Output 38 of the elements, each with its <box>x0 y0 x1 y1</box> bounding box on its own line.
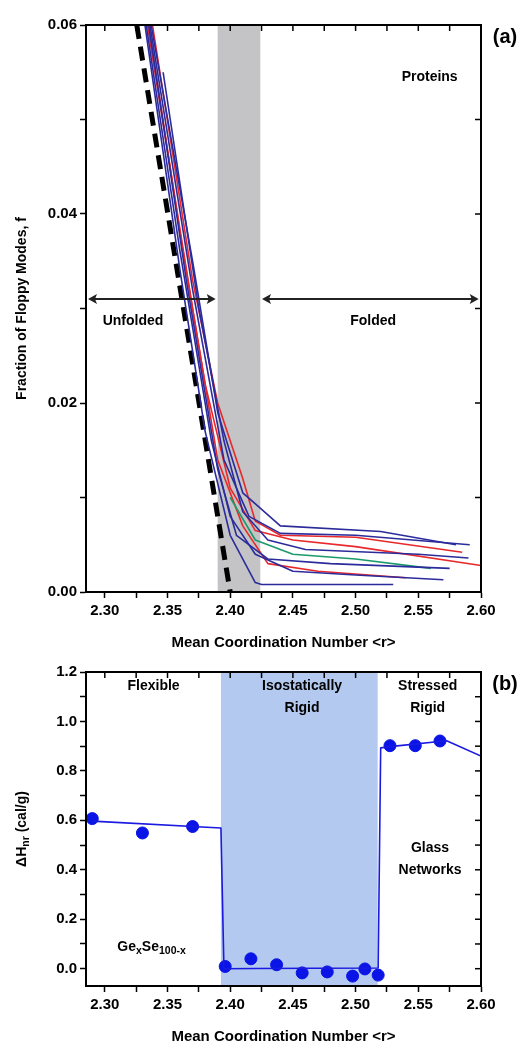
x-tick-label: 2.55 <box>403 995 433 1013</box>
x-axis-title: Mean Coordination Number <r> <box>171 633 396 651</box>
annotation: Stressed Rigid <box>398 676 458 715</box>
x-tick-label: 2.35 <box>152 601 183 619</box>
x-tick-label: 2.45 <box>278 601 308 619</box>
x-tick-label: 2.55 <box>403 601 433 619</box>
x-tick-label: 2.50 <box>341 995 371 1013</box>
y-axis-title: Fraction of Floppy Modes, f <box>12 216 29 400</box>
x-tick-label: 2.50 <box>341 601 371 619</box>
x-axis-title: Mean Coordination Number <r> <box>171 1027 396 1045</box>
y-tick-label: 0.02 <box>47 393 77 411</box>
annotation: Glass Networks <box>398 838 462 877</box>
y-tick-label: 0.4 <box>56 859 78 877</box>
y-tick-label: 0.6 <box>56 810 77 828</box>
y-tick-label: 0.04 <box>47 204 78 222</box>
annotation: Unfolded <box>102 311 164 328</box>
y-tick-label: 0.06 <box>47 15 77 33</box>
x-tick-label: 2.45 <box>278 995 308 1013</box>
x-tick-label: 2.30 <box>90 995 120 1013</box>
y-tick-label: 0.0 <box>56 958 77 976</box>
x-tick-label: 2.35 <box>152 995 183 1013</box>
x-tick-label: 2.30 <box>90 601 120 619</box>
y-tick-label: 0.2 <box>56 909 77 927</box>
x-tick-label: 2.40 <box>215 995 245 1013</box>
y-axis-title: ΔHnr (cal/g) <box>12 791 32 867</box>
annotation: Folded <box>350 311 397 328</box>
y-tick-label: 0.8 <box>56 761 77 779</box>
x-tick-label: 2.60 <box>466 995 496 1013</box>
y-tick-label: 0.00 <box>47 582 77 600</box>
text: (b) <box>492 671 518 694</box>
annotation: Isostatically Rigid <box>261 676 343 715</box>
y-tick-label: 1.2 <box>56 662 77 680</box>
annotation: Proteins <box>401 68 458 85</box>
annotation: Flexible <box>127 676 180 693</box>
y-tick-label: 1.0 <box>56 711 77 729</box>
x-tick-label: 2.60 <box>466 601 496 619</box>
x-tick-label: 2.40 <box>215 601 245 619</box>
text: (a) <box>492 24 518 47</box>
